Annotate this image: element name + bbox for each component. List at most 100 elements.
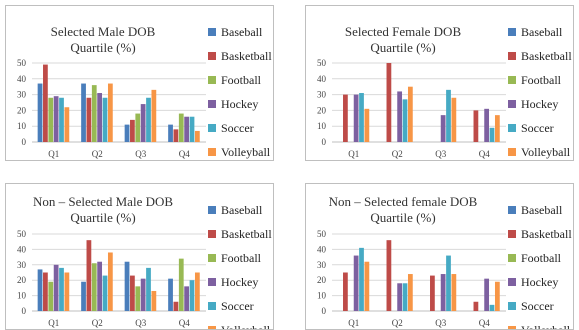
bar-soccer-q1 [59,267,64,311]
legend-swatch [208,206,216,214]
bar-volleyball-q3 [151,89,157,142]
legend-item-basketball: Basketball [208,222,272,246]
bar-volleyball-q3 [451,274,457,311]
bar-volleyball-q4 [194,272,200,311]
legend-label: Volleyball [221,144,271,159]
legend-swatch [508,148,516,156]
bar-baseball-q4 [168,278,173,311]
legend-swatch [508,278,516,286]
bar-volleyball-q1 [364,108,370,142]
legend-label: Baseball [521,24,563,39]
bar-baseball-q2 [81,83,86,142]
legend-swatch [508,206,516,214]
bar-hockey-q1 [53,96,59,142]
legend-label: Hockey [221,274,259,289]
y-tick-label: 40 [317,74,327,84]
bar-basketball-q4 [473,301,479,311]
bar-football-q3 [135,113,141,142]
chart-title: Non – Selected Male DOB Quartile (%) [10,194,196,226]
legend-swatch [508,230,516,238]
legend-item-football: Football [508,68,572,92]
legend-item-volleyball: Volleyball [508,318,572,329]
y-tick-label: 20 [317,275,327,285]
chart-title-line-1: Selected Female DOB [344,24,462,39]
legend-label: Baseball [221,202,263,217]
bar-soccer-q1 [59,97,64,142]
chart-panel-selected-female: Selected Female DOB Quartile (%) 0 10 20 30 40… [305,5,574,161]
bar-hockey-q3 [140,278,146,311]
bar-hockey-q4 [184,116,190,142]
legend-label: Soccer [521,298,554,313]
legend-swatch [208,326,216,329]
legend-swatch [208,148,216,156]
chart-panel-non-selected-female: Non – Selected female DOB Quartile (%) 0 10… [305,183,574,330]
legend-item-basketball: Basketball [508,222,572,246]
bar-volleyball-q2 [407,86,413,142]
chart-title: Selected Male DOB Quartile (%) [10,24,196,56]
bar-basketball-q3 [430,275,435,311]
bar-basketball-q4 [173,129,179,142]
legend-item-football: Football [208,68,272,92]
y-tick-label: 0 [22,306,27,316]
bar-basketball-q2 [386,63,392,142]
bar-volleyball-q2 [107,252,113,311]
bar-soccer-q3 [146,97,151,142]
bar-hockey-q3 [140,104,146,142]
plot-area: 0 10 20 30 40 50 Q1 Q2 Q3 Q4 [17,58,206,159]
bar-basketball-q3 [130,119,135,142]
bar-soccer-q2 [102,275,108,311]
legend-item-basketball: Basketball [208,44,272,68]
x-tick-label: Q1 [48,318,59,328]
legend-item-hockey: Hockey [508,270,572,294]
y-tick-label: 30 [17,260,27,270]
y-tick-label: 50 [17,58,27,68]
legend-label: Basketball [221,48,272,63]
legend-swatch [508,52,516,60]
bar-baseball-q1 [37,269,43,311]
plot-area: 0 10 20 30 40 50 Q1 Q2 Q3 Q4 [317,58,506,159]
x-tick-label: Q4 [479,318,490,328]
bar-football-q1 [48,97,54,142]
legend-label: Hockey [521,274,559,289]
bar-hockey-q2 [397,91,403,142]
y-tick-label: 10 [317,291,327,301]
bar-baseball-q3 [124,261,130,311]
bar-hockey-q3 [440,115,446,142]
bar-basketball-q3 [130,275,135,311]
legend-item-hockey: Hockey [208,270,272,294]
x-tick-label: Q2 [392,149,403,159]
legend-item-baseball: Baseball [508,198,572,222]
bar-hockey-q4 [484,278,490,311]
bar-volleyball-q1 [364,261,370,311]
legend-swatch [208,302,216,310]
chart-title-line-1: Non – Selected Male DOB [32,194,174,209]
legend: Baseball Basketball Football Hockey Soccer Vo… [208,198,272,329]
legend-label: Soccer [221,298,254,313]
legend-label: Hockey [221,96,259,111]
legend-swatch [508,124,516,132]
legend-label: Football [221,72,262,87]
bar-hockey-q2 [397,283,403,311]
legend-item-soccer: Soccer [208,116,272,140]
legend-item-baseball: Baseball [508,20,572,44]
chart-title-line-2: Quartile (%) [370,210,436,225]
chart-title-line-1: Selected Male DOB [50,24,156,39]
x-tick-label: Q4 [479,149,490,159]
y-tick-label: 30 [317,260,327,270]
chart-title-line-2: Quartile (%) [70,40,136,55]
y-tick-label: 20 [17,275,27,285]
plot-area: 0 10 20 30 40 50 Q1 Q2 Q3 Q4 [17,229,206,328]
bar-basketball-q1 [343,94,348,142]
legend-item-volleyball: Volleyball [208,318,272,329]
legend-label: Basketball [521,48,572,63]
bar-football-q1 [48,281,54,311]
x-tick-label: Q2 [92,318,103,328]
legend-item-volleyball: Volleyball [208,140,272,160]
legend-item-hockey: Hockey [208,92,272,116]
bar-hockey-q3 [440,274,446,311]
y-tick-label: 40 [317,244,327,254]
bar-volleyball-q1 [64,107,70,142]
y-tick-label: 0 [322,137,327,147]
bar-volleyball-q1 [64,272,70,311]
legend-label: Basketball [521,226,572,241]
